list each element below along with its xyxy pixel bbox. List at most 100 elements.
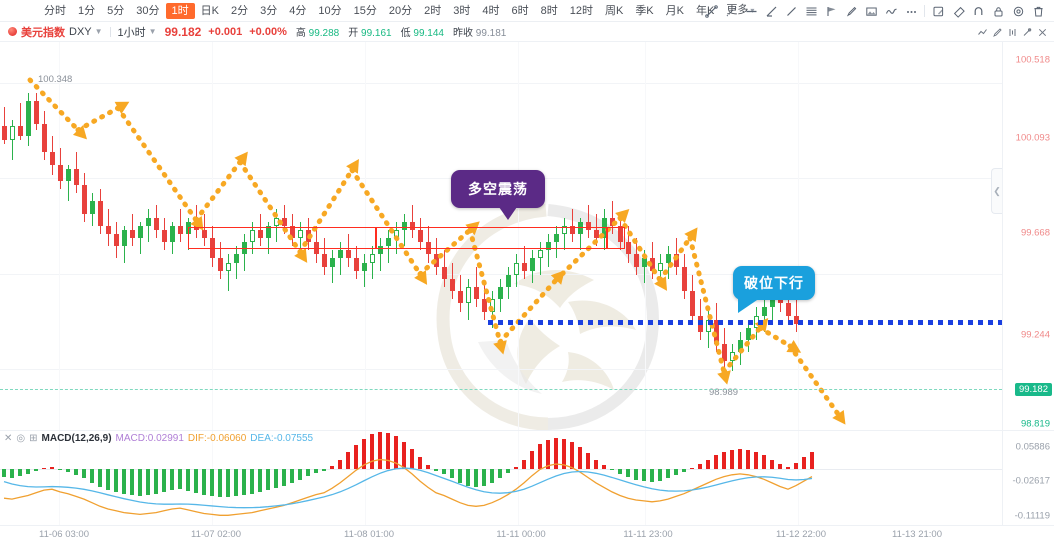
macd-bar (578, 446, 582, 469)
period-chevron-down-icon[interactable]: ▼ (148, 27, 157, 36)
timeframe-15[interactable]: 6时 (511, 4, 529, 17)
macd-bar (242, 469, 246, 496)
macd-close-icon[interactable]: ✕ (4, 433, 13, 444)
timeframe-17[interactable]: 12时 (569, 4, 593, 17)
timeframe-21[interactable]: 年K (696, 4, 715, 17)
segment-line-icon[interactable] (781, 1, 801, 21)
ohlc-prevclose: 昨收 99.181 (453, 28, 507, 39)
timeframe-19[interactable]: 季K (635, 4, 654, 17)
macd-bar (594, 459, 598, 469)
macd-bar (506, 469, 510, 474)
wave-icon[interactable] (881, 1, 901, 21)
image-icon[interactable] (861, 1, 881, 21)
macd-bar (146, 469, 150, 496)
flag-icon[interactable] (821, 1, 841, 21)
timeframe-11[interactable]: 20分 (388, 4, 413, 17)
macd-bar (178, 469, 182, 489)
timeframe-13[interactable]: 3时 (453, 4, 471, 17)
instrument-code: DXY (69, 25, 92, 38)
timeframe-12[interactable]: 2时 (424, 4, 442, 17)
candle (714, 42, 719, 430)
top-toolbar: 分时 1分 5分 30分 1时 日K 2分 3分 4分 10分 15分 20分 2时 3时 4时 6时 8时 12… (0, 0, 1054, 22)
breakdown-callout[interactable]: 破位下行 (733, 266, 815, 313)
macd-settings-icon[interactable]: ◎ (16, 433, 26, 444)
macd-bar (770, 459, 774, 469)
timeframe-2[interactable]: 5分 (107, 4, 125, 17)
timeframe-5[interactable]: 日K (200, 4, 219, 17)
timeframe-8[interactable]: 4分 (289, 4, 307, 17)
pencil-icon[interactable] (841, 1, 861, 21)
panel-collapse-handle[interactable]: ❮ (991, 168, 1002, 214)
time-axis-label: 11-06 03:00 (38, 529, 90, 540)
time-axis-label: 11-08 01:00 (343, 529, 395, 540)
trash-icon[interactable] (1028, 1, 1048, 21)
macd-bar (114, 469, 118, 493)
timeframe-16[interactable]: 8时 (540, 4, 558, 17)
timeframe-0[interactable]: 分时 (44, 4, 66, 17)
note-icon[interactable] (928, 1, 948, 21)
candle (50, 42, 55, 430)
settings-icon[interactable] (1020, 25, 1034, 39)
lock-icon[interactable] (988, 1, 1008, 21)
timeframe-6[interactable]: 2分 (230, 4, 249, 17)
candle (514, 42, 519, 430)
candle (666, 42, 671, 430)
timeframe-20[interactable]: 月K (665, 4, 684, 17)
angle-line-icon[interactable] (761, 1, 781, 21)
macd-bar (322, 469, 326, 472)
candle (18, 42, 23, 430)
macd-bar (730, 450, 734, 469)
macd-bar (274, 469, 278, 488)
indicator-icon[interactable] (1005, 25, 1019, 39)
macd-bar (370, 434, 374, 469)
close-icon[interactable] (1035, 25, 1049, 39)
fibonacci-icon[interactable] (801, 1, 821, 21)
instrument-name: 美元指数 (21, 26, 65, 39)
timeframe-3[interactable]: 30分 (136, 4, 160, 17)
candle (82, 42, 87, 430)
timeframe-9[interactable]: 10分 (318, 4, 342, 17)
timeframe-18[interactable]: 周K (604, 4, 624, 17)
eye-icon[interactable] (1008, 1, 1028, 21)
instrument-chevron-down-icon[interactable]: ▼ (94, 27, 103, 36)
horizontal-line-icon[interactable] (741, 1, 761, 21)
timeframe-1[interactable]: 1分 (78, 4, 96, 17)
macd-panel[interactable]: ✕ ◎ ⊞ MACD(12,26,9) MACD:0.02991 DIF:-0.… (0, 430, 1054, 525)
timeframe-22[interactable]: 更多 (720, 2, 760, 19)
consolidation-callout[interactable]: 多空震荡 (451, 170, 545, 220)
time-axis-label: 11-11 00:00 (496, 529, 546, 540)
ellipsis-icon[interactable] (901, 1, 921, 21)
draw-icon[interactable] (990, 25, 1004, 39)
vgridline (798, 431, 799, 525)
support-line[interactable] (488, 320, 1002, 325)
macd-bar (138, 469, 142, 497)
macd-bar (666, 469, 670, 479)
timeframe-7[interactable]: 3分 (260, 4, 278, 17)
price-axis[interactable]: 100.518 100.093 99.668 99.244 98.819 (1002, 42, 1054, 430)
eraser-icon[interactable] (948, 1, 968, 21)
macd-bar (354, 444, 358, 469)
magnet-icon[interactable] (968, 1, 988, 21)
timeframe-14[interactable]: 4时 (482, 4, 500, 17)
consolidation-zone-rect[interactable] (188, 227, 625, 249)
price-plot[interactable]: 100.348 98.989 多空震荡 破位下行 (0, 42, 1002, 430)
compare-icon[interactable] (975, 25, 989, 39)
timeframe-4[interactable]: 1时 (165, 2, 195, 19)
macd-bar (634, 469, 638, 480)
timeframe-10[interactable]: 15分 (353, 4, 377, 17)
macd-bar (450, 469, 454, 479)
macd-expand-icon[interactable]: ⊞ (29, 433, 38, 444)
macd-bar (410, 449, 414, 469)
macd-bar (690, 467, 694, 469)
period-label[interactable]: 1小时 (117, 26, 146, 39)
last-price: 99.182 (164, 24, 202, 39)
candle (58, 42, 63, 430)
candle (114, 42, 119, 430)
trend-line-icon[interactable] (701, 1, 721, 21)
candle (650, 42, 655, 430)
breakdown-callout-label: 破位下行 (744, 275, 804, 291)
vgridline (518, 431, 519, 525)
ray-line-icon[interactable] (721, 1, 741, 21)
macd-bar (50, 466, 54, 469)
price-chart[interactable]: 100.348 98.989 多空震荡 破位下行 100.518 100.093… (0, 42, 1054, 430)
